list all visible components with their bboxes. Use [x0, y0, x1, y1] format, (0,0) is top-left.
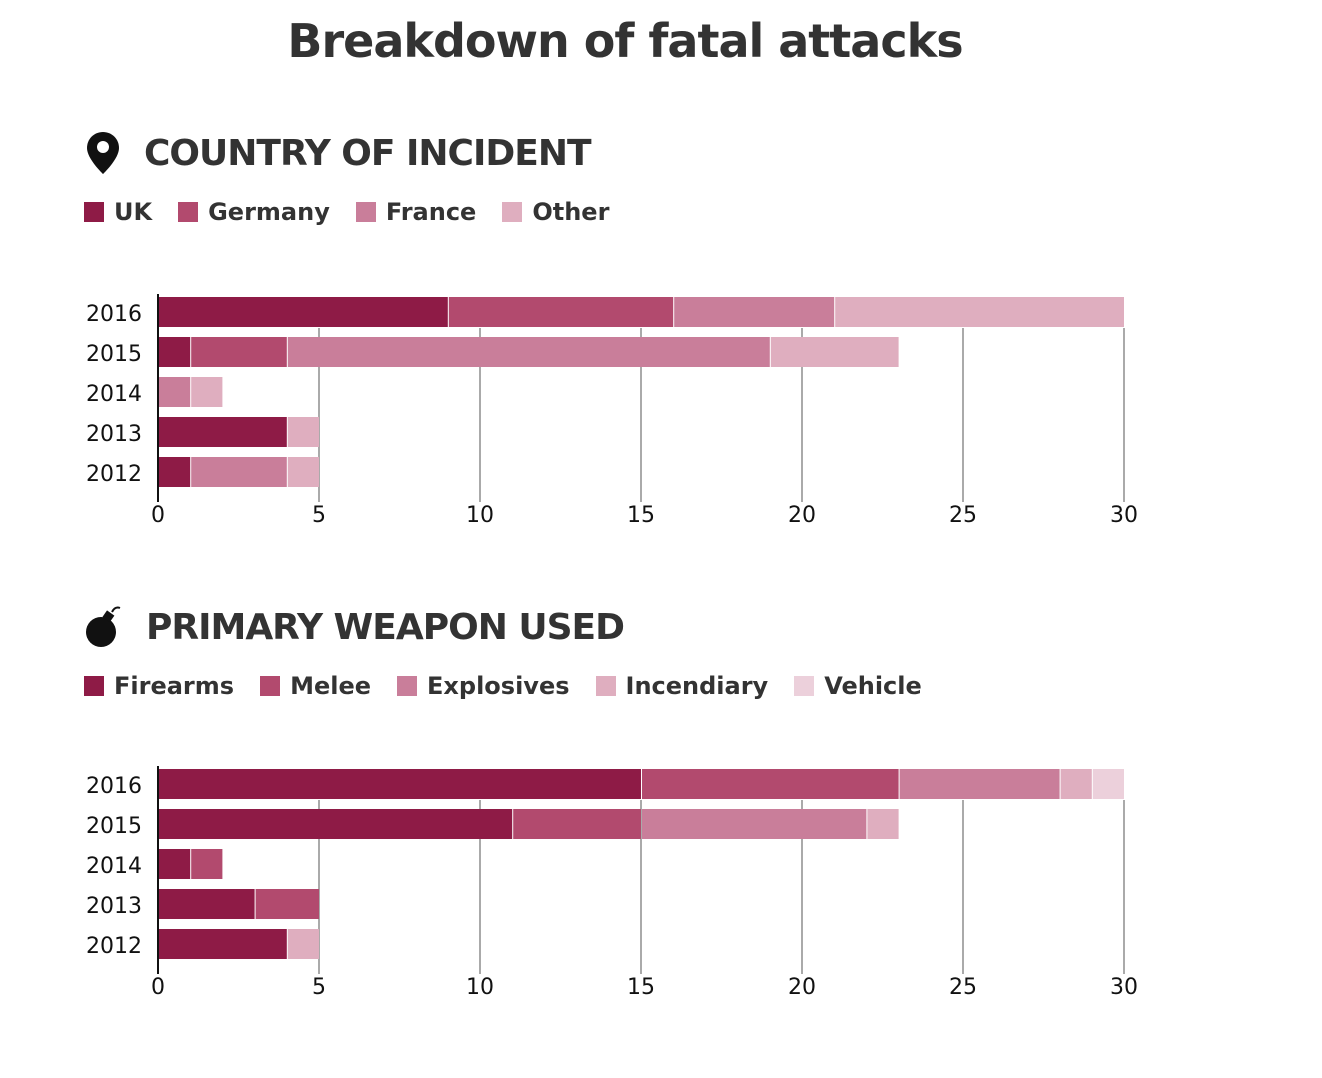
y-tick-label: 2015 — [86, 342, 142, 367]
y-tick-label: 2014 — [86, 382, 142, 407]
x-tick-label: 30 — [1110, 503, 1138, 528]
bar-segment — [191, 849, 223, 879]
bar-segment — [158, 417, 287, 447]
legend-label: Germany — [208, 198, 330, 226]
x-tick-label: 25 — [949, 503, 977, 528]
y-tick-label: 2015 — [86, 814, 142, 839]
x-tick-label: 20 — [788, 975, 816, 1000]
bar-segment — [642, 809, 867, 839]
bar-segment — [191, 377, 223, 407]
bar-segment — [158, 769, 641, 799]
bar-segment — [158, 337, 191, 367]
bar-segment — [191, 337, 287, 367]
legend-swatch — [84, 202, 104, 222]
x-tick-label: 5 — [312, 975, 326, 1000]
bar-segment — [158, 929, 287, 959]
legend-item: Incendiary — [595, 672, 769, 700]
bomb-icon — [86, 606, 121, 647]
legend-item: Explosives — [397, 672, 570, 700]
bar-segment — [867, 809, 899, 839]
legend-item: UK — [84, 198, 152, 226]
legend-swatch — [355, 202, 376, 222]
bar-segment — [1060, 769, 1092, 799]
legend: UK Germany France Other — [84, 198, 635, 226]
chart-title: COUNTRY OF INCIDENT — [144, 132, 592, 174]
legend-swatch — [84, 676, 104, 696]
y-tick-label: 2016 — [86, 774, 142, 799]
legend-item: France — [355, 198, 477, 226]
legend-item: Melee — [260, 672, 371, 700]
bar-segment — [1092, 769, 1124, 799]
bar-segment — [158, 377, 191, 407]
bar-segment — [448, 297, 674, 327]
y-tick-label: 2013 — [86, 894, 142, 919]
x-tick-label: 0 — [151, 975, 165, 1000]
bar-segment — [191, 457, 287, 487]
legend-item: Firearms — [84, 672, 234, 700]
bar-segment — [158, 849, 191, 879]
x-tick-label: 10 — [466, 503, 494, 528]
bar-segment — [287, 337, 770, 367]
legend-label: Firearms — [114, 672, 235, 700]
bar-segment — [770, 337, 899, 367]
x-tick-label: 10 — [466, 975, 494, 1000]
legend-swatch — [595, 676, 616, 696]
x-tick-label: 25 — [949, 975, 977, 1000]
bar-segment — [835, 297, 1124, 327]
weapon-section: PRIMARY WEAPON USED Firearms Melee Explosi… — [84, 602, 948, 700]
country-section: COUNTRY OF INCIDENT UK Germany France Other — [84, 128, 635, 226]
y-tick-label: 2012 — [86, 934, 142, 959]
bar-segment — [287, 929, 319, 959]
x-tick-label: 0 — [151, 503, 165, 528]
y-tick-label: 2012 — [86, 462, 142, 487]
legend-swatch — [178, 202, 199, 222]
x-tick-label: 15 — [627, 503, 655, 528]
y-tick-label: 2013 — [86, 422, 142, 447]
map-pin-icon — [87, 132, 119, 174]
bar-segment — [899, 769, 1060, 799]
legend-swatch — [397, 676, 418, 696]
x-tick-label: 15 — [627, 975, 655, 1000]
bar-segment — [158, 809, 513, 839]
legend-label: Melee — [290, 672, 372, 700]
bar-segment — [158, 457, 191, 487]
legend-label: Vehicle — [824, 672, 922, 700]
legend-label: Explosives — [427, 672, 570, 700]
x-tick-label: 5 — [312, 503, 326, 528]
country-chart: 0 5 10 15 20 25 30 2016 2015 2014 2013 2012 — [86, 294, 1138, 528]
legend-item: Germany — [178, 198, 330, 226]
x-tick-label: 20 — [788, 503, 816, 528]
chart-title: PRIMARY WEAPON USED — [146, 606, 625, 648]
legend-swatch — [502, 202, 523, 222]
bar-segment — [674, 297, 835, 327]
y-tick-label: 2014 — [86, 854, 142, 879]
legend-label: UK — [114, 198, 153, 226]
bar-segment — [158, 297, 448, 327]
y-tick-label: 2016 — [86, 302, 142, 327]
bar-segment — [287, 457, 319, 487]
legend-label: France — [385, 198, 477, 226]
bar-segment — [255, 889, 319, 919]
legend-swatch — [260, 676, 281, 696]
bar-segment — [158, 889, 255, 919]
legend: Firearms Melee Explosives Incendiary Vehicle — [84, 672, 948, 700]
x-tick-label: 30 — [1110, 975, 1138, 1000]
legend-item: Other — [502, 198, 609, 226]
legend-swatch — [794, 676, 815, 696]
page-title: Breakdown of fatal attacks — [287, 14, 963, 68]
legend-label: Other — [532, 198, 610, 226]
legend-item: Vehicle — [794, 672, 922, 700]
weapon-chart: 0 5 10 15 20 25 30 2016 2015 2014 2013 2012 — [86, 766, 1138, 1000]
legend-label: Incendiary — [625, 672, 769, 700]
bar-segment — [287, 417, 319, 447]
bar-segment — [642, 769, 899, 799]
bar-segment — [513, 809, 641, 839]
